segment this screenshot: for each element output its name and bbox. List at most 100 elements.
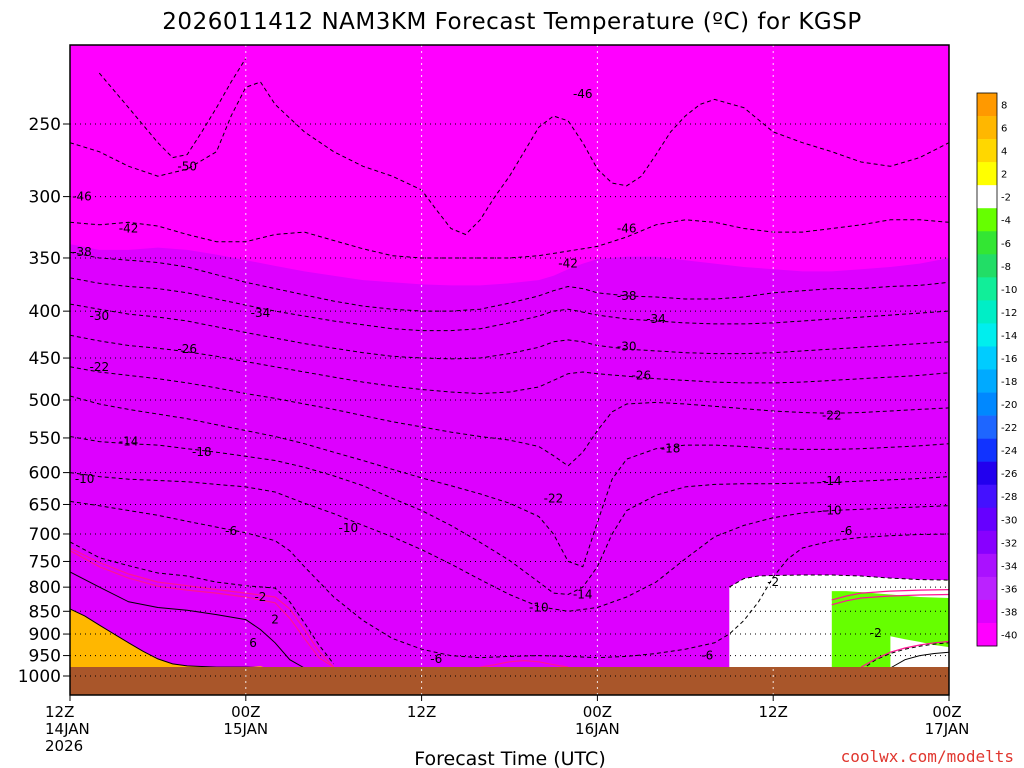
y-tick-label-750: 750 xyxy=(29,552,61,572)
colorbar-label-12: -18 xyxy=(1001,377,1017,388)
colorbar-label-10: -14 xyxy=(1001,331,1017,342)
colorbar-cell-19 xyxy=(977,530,997,555)
y-tick-label-1000: 1000 xyxy=(18,667,61,687)
isotherm-contour-3 xyxy=(70,251,949,312)
y-tick-label-300: 300 xyxy=(29,188,61,208)
y-tick-label-350: 350 xyxy=(29,249,61,269)
x-tick-label-1-0: 00Z xyxy=(231,703,260,721)
x-tick-label-1-1: 15JAN xyxy=(223,720,268,738)
colorbar-label-1: 6 xyxy=(1001,124,1007,135)
contour-label-27: -14 xyxy=(573,588,593,602)
colorbar-cell-1 xyxy=(977,116,997,140)
isotherm-contour-0 xyxy=(70,81,949,236)
colorbar: 8 6 4 2 -2 -4 -6 -8 -10 -12 -14 -16 -18 -20 -22 -24 -26 -… xyxy=(976,92,1017,647)
colorbar-cell-18 xyxy=(977,507,997,532)
contour-label-3: -42 xyxy=(119,221,139,235)
isotherm-contour-7 xyxy=(70,366,949,467)
colorbar-cell-14 xyxy=(977,415,997,439)
plot-area: -46-50-46-42 -46-38-42-38-30 -34 -34-26 -30-… xyxy=(69,44,950,696)
contour-label-1: -50 xyxy=(177,159,197,173)
y-tick-label-550: 550 xyxy=(29,429,61,449)
y-tick-label-800: 800 xyxy=(29,578,61,598)
contour-label-23: -10 xyxy=(339,521,359,535)
freezing-line-3 xyxy=(860,640,949,668)
credit-text: coolwx.com/modelts xyxy=(841,747,1014,766)
contour-label-9: -34 xyxy=(251,306,271,320)
x-tick-label-4-0: 12Z xyxy=(759,703,788,721)
x-tick-label-3-1: 16JAN xyxy=(575,720,620,738)
colorbar-cell-12 xyxy=(977,369,997,393)
isotherm-contour-6 xyxy=(70,334,949,395)
contour-labels: -46-50-46-42 -46-38-42-38-30 -34 -34-26 -30-… xyxy=(72,87,882,666)
isotherm-contour-16 xyxy=(860,642,949,671)
contour-label-30: 2 xyxy=(271,613,279,627)
colorbar-label-16: -26 xyxy=(1001,469,1017,480)
colorbar-label-19: -32 xyxy=(1001,538,1017,549)
colorbar-cell-10 xyxy=(977,323,997,347)
chart-title: 2026011412 NAM3KM Forecast Temperature (… xyxy=(162,9,861,35)
colorbar-frame xyxy=(976,92,998,647)
colorbar-cell-7 xyxy=(977,254,997,278)
terrain-ground xyxy=(70,667,949,695)
freezing-line-5 xyxy=(831,593,949,606)
y-tick-label-500: 500 xyxy=(29,391,61,411)
contour-label-4: -46 xyxy=(617,221,637,235)
colorbar-cell-6 xyxy=(977,231,997,255)
y-tick-label-700: 700 xyxy=(29,525,61,545)
contour-label-26: -2 xyxy=(767,575,779,589)
freezing-lines xyxy=(70,547,949,668)
contour-label-33: -6 xyxy=(430,652,442,666)
y-tick-label-250: 250 xyxy=(29,115,61,135)
colorbar-label-2: 4 xyxy=(1001,147,1007,158)
y-tick-label-850: 850 xyxy=(29,602,61,622)
contour-label-11: -26 xyxy=(177,342,197,356)
contour-label-13: -22 xyxy=(89,360,109,374)
contour-label-5: -38 xyxy=(72,245,92,259)
colorbar-label-7: -8 xyxy=(1001,262,1011,273)
y-tick-label-400: 400 xyxy=(29,302,61,322)
colorbar-cell-13 xyxy=(977,392,997,416)
colorbar-cell-16 xyxy=(977,461,997,486)
colorbar-cell-0 xyxy=(977,93,997,117)
x-tick-label-0-2: 2026 xyxy=(45,737,83,755)
contour-label-24: -6 xyxy=(225,524,237,538)
colorbar-label-20: -34 xyxy=(1001,561,1017,572)
colorbar-label-15: -24 xyxy=(1001,446,1017,457)
isotherm-contour-15 xyxy=(729,574,949,588)
colorbar-cell-2 xyxy=(977,139,997,163)
x-tick-label-3-0: 00Z xyxy=(583,703,612,721)
y-tick-label-950: 950 xyxy=(29,647,61,667)
x-tick-label-5-1: 17JAN xyxy=(925,720,970,738)
contour-label-7: -38 xyxy=(617,289,637,303)
colorbar-label-18: -30 xyxy=(1001,515,1017,526)
colorbar-cell-5 xyxy=(977,208,997,232)
isotherm-contour-2 xyxy=(70,219,949,259)
temperature-band-19 xyxy=(70,244,949,695)
contour-label-15: -22 xyxy=(822,409,842,423)
y-tick-label-900: 900 xyxy=(29,625,61,645)
colorbar-label-17: -28 xyxy=(1001,492,1017,503)
contour-label-16: -14 xyxy=(119,435,139,449)
contour-label-32: 6 xyxy=(249,636,257,650)
y-axis: 250 300 350 400 450 500 550 600 650 700 750 800 850 9… xyxy=(18,115,70,687)
colorbar-cell-11 xyxy=(977,346,997,370)
contour-label-2: -46 xyxy=(72,190,92,204)
contour-label-12: -30 xyxy=(617,339,637,353)
x-tick-label-0-0: 12Z xyxy=(45,703,74,721)
colorbar-cell-4 xyxy=(977,185,997,209)
colorbar-cell-17 xyxy=(977,484,997,509)
freezing-line-2 xyxy=(480,659,569,668)
colorbar-cell-20 xyxy=(977,553,997,578)
colorbar-label-5: -4 xyxy=(1001,216,1011,227)
contour-label-34: -6 xyxy=(701,649,713,663)
isotherm-contour-17 xyxy=(890,651,949,669)
colorbar-cell-8 xyxy=(977,277,997,301)
plot-frame xyxy=(69,44,950,696)
x-tick-label-5-0: 00Z xyxy=(932,703,961,721)
contour-label-31: -2 xyxy=(870,626,882,640)
x-tick-label-2-0: 12Z xyxy=(407,703,436,721)
contour-label-28: -2 xyxy=(254,590,266,604)
colorbar-label-3: 2 xyxy=(1001,170,1007,181)
